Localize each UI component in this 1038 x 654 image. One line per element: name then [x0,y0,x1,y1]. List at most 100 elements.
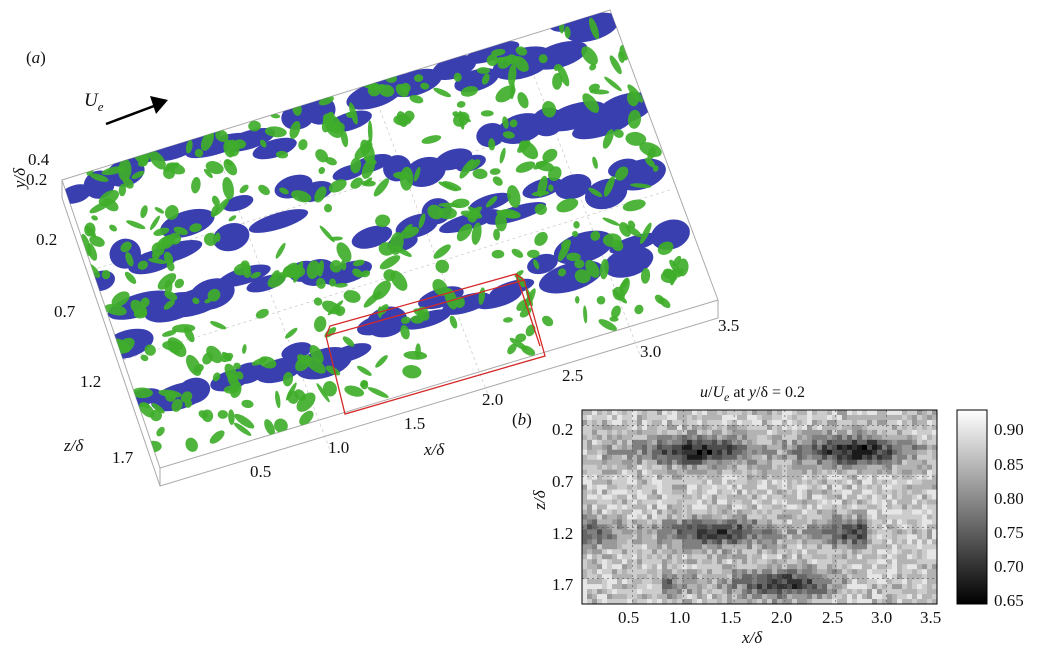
heatmap-cell [662,579,668,585]
vortex-structure-blob [316,277,326,289]
heatmap-cell [717,534,723,540]
heatmap-cell [827,429,833,436]
heatmap-cell [777,564,783,570]
vortex-structure-blob [151,403,165,414]
heatmap-cell [602,504,608,511]
vortex-structure-blob [493,228,500,241]
heatmap-cell [662,559,668,565]
heatmap-cell [762,529,768,535]
heatmap-cell [607,594,613,600]
heatmap-cell [852,579,858,585]
heatmap-cell [892,564,898,570]
vortex-structure-blob [334,282,348,288]
heatmap-cell [702,554,708,560]
heatmap-cell [902,564,908,570]
heatmap-cell [642,534,648,540]
heatmap-cell [782,584,788,590]
heatmap-cell [932,479,937,486]
heatmap-cell [717,579,723,585]
heatmap-cell [802,514,808,521]
heatmap-cell [802,529,808,535]
heatmap-cell [882,579,888,585]
vortex-structure-blob [596,295,606,305]
heatmap-cell [852,410,858,416]
heatmap-cell [927,564,933,570]
vortex-structure-blob [260,139,267,148]
heatmap-cell [782,579,788,585]
vortex-structure-blob [481,73,490,85]
heatmap-cell [587,534,593,540]
heatmap-cell [887,499,893,506]
heatmap-cell [832,499,838,506]
heatmap-cell [892,474,898,481]
heatmap-cell [752,544,758,550]
heatmap-cell [867,524,873,530]
vortex-structure-blob [204,298,211,304]
heatmap-cell [922,504,928,511]
heatmap-cell [807,494,813,501]
heatmap-cell [812,559,818,565]
heatmap-cell [917,474,923,481]
heatmap-cell [767,454,773,461]
vortex-structure-blob [491,249,505,259]
heatmap-cell [857,589,863,595]
heatmap-cell [722,559,728,565]
heatmap-cell [692,504,698,511]
heatmap-cell [907,579,913,585]
heatmap-cell [687,579,693,585]
heatmap-cell [787,429,793,436]
heatmap-cell [707,599,713,604]
heatmap-cell [867,574,873,580]
vortex-structure-blob [495,85,516,103]
heatmap-cell [897,410,903,416]
heatmap-cell [892,544,898,550]
heatmap-cell [837,484,843,491]
heatmap-cell [772,529,778,535]
heatmap-cell [652,554,658,560]
heatmap-cell [917,459,923,466]
heatmap-cell [872,539,878,545]
heatmap-cell [722,539,728,545]
heatmap-cell [932,454,937,461]
heatmap-cell [837,479,843,486]
x-tick-b-3.5: 3.5 [920,608,942,627]
heatmap-cell [582,534,588,540]
heatmap-cell [692,519,698,526]
heatmap-cell [767,544,773,550]
vortex-structure-blob [515,333,527,343]
heatmap-cell [887,464,893,471]
vortex-structure-blob [458,113,471,123]
heatmap-cell [927,599,933,604]
heatmap-cell [862,449,868,456]
heatmap-cell [847,429,853,436]
vortex-structure-blob [242,344,247,354]
heatmap-cell [907,584,913,590]
heatmap-cell [882,479,888,486]
heatmap-cell [892,419,898,426]
heatmap-cell [747,569,753,575]
heatmap-cell [927,424,933,431]
heatmap-cell [892,599,898,604]
heatmap-cell [862,509,868,516]
heatmap-cell [632,524,638,530]
vortex-structure-blob [327,300,344,316]
heatmap-cell [857,529,863,535]
heatmap-cell [777,474,783,481]
heatmap-cell [792,559,798,565]
vortex-structure-blob [453,72,462,82]
heatmap-cell [802,499,808,506]
vortex-structure-blob [548,184,554,192]
heatmap-cell [922,479,928,486]
heatmap-cell [637,519,643,526]
heatmap-cell [862,419,868,426]
heatmap-cell [902,444,908,451]
heatmap-cell [717,589,723,595]
heatmap-cell [637,569,643,575]
heatmap-cell [707,559,713,565]
heatmap-cell [807,479,813,486]
heatmap-cell [847,584,853,590]
heatmap-cell [907,419,913,426]
heatmap-cell [927,544,933,550]
vortex-structure-blob [340,259,347,271]
heatmap-cell [787,414,793,421]
